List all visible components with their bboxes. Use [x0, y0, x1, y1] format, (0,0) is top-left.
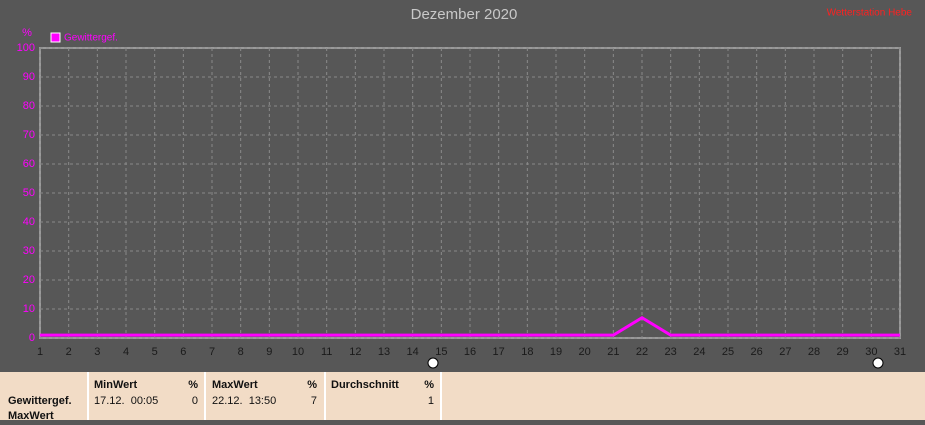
y-tick-label: 60 [23, 158, 35, 170]
legend-swatch [50, 32, 61, 43]
station-name: Wetterstation Hebe [827, 8, 913, 19]
y-tick-label: 30 [23, 245, 35, 257]
background [0, 0, 925, 372]
col-value: 7 [311, 395, 317, 407]
x-tick-label: 28 [808, 346, 820, 358]
col-header: MaxWert [212, 379, 258, 391]
y-tick-label: 80 [23, 100, 35, 112]
row-sub: MaxWert [8, 410, 54, 420]
y-tick-label: 90 [23, 71, 35, 83]
x-tick-label: 10 [292, 346, 304, 358]
col-unit: % [188, 379, 198, 391]
x-tick-label: 7 [209, 346, 215, 358]
x-tick-label: 11 [321, 346, 332, 358]
x-tick-label: 15 [435, 346, 447, 358]
y-axis-label: % [22, 27, 32, 39]
col-time: 17.12. 00:05 [94, 395, 158, 407]
y-tick-label: 70 [23, 129, 35, 141]
x-tick-label: 5 [152, 346, 158, 358]
y-tick-label: 20 [23, 274, 35, 286]
y-tick-label: 100 [17, 42, 35, 54]
row-label: Gewittergef. [8, 395, 72, 407]
marker [872, 357, 884, 369]
col-header: MinWert [94, 379, 138, 391]
x-tick-label: 18 [521, 346, 533, 358]
x-tick-label: 23 [665, 346, 677, 358]
x-tick-label: 19 [550, 346, 562, 358]
stats-table: Gewittergef. MaxWert MinWert % 17.12. 00… [0, 372, 925, 422]
x-tick-label: 8 [238, 346, 244, 358]
chart-title: Dezember 2020 [411, 6, 518, 23]
x-tick-label: 12 [349, 346, 361, 358]
col-unit: % [424, 379, 434, 391]
x-tick-label: 21 [607, 346, 619, 358]
x-tick-label: 14 [407, 346, 419, 358]
col-value: 0 [192, 395, 198, 407]
legend-label: Gewittergef. [64, 33, 118, 44]
marker [427, 357, 439, 369]
x-tick-label: 29 [837, 346, 849, 358]
x-tick-label: 25 [722, 346, 734, 358]
x-tick-label: 16 [464, 346, 476, 358]
x-tick-label: 17 [493, 346, 505, 358]
col-time: 22.12. 13:50 [212, 395, 276, 407]
x-tick-label: 22 [636, 346, 648, 358]
x-tick-label: 3 [94, 346, 100, 358]
table-bg [0, 372, 925, 420]
x-tick-label: 30 [865, 346, 877, 358]
x-tick-label: 9 [266, 346, 272, 358]
col-header: Durchschnitt [331, 379, 399, 391]
y-tick-label: 0 [29, 332, 35, 344]
x-tick-label: 13 [378, 346, 390, 358]
x-tick-label: 20 [579, 346, 591, 358]
data-line [40, 315, 900, 337]
x-tick-label: 31 [894, 346, 906, 358]
col-unit: % [307, 379, 317, 391]
col-value: 1 [428, 395, 434, 407]
x-tick-label: 2 [66, 346, 72, 358]
x-tick-label: 1 [37, 346, 43, 358]
x-tick-label: 6 [180, 346, 186, 358]
y-tick-label: 50 [23, 187, 35, 199]
y-tick-label: 40 [23, 216, 35, 228]
x-tick-label: 26 [751, 346, 763, 358]
x-tick-label: 24 [693, 346, 705, 358]
x-tick-label: 27 [779, 346, 791, 358]
y-tick-label: 10 [23, 303, 35, 315]
x-tick-label: 4 [123, 346, 129, 358]
